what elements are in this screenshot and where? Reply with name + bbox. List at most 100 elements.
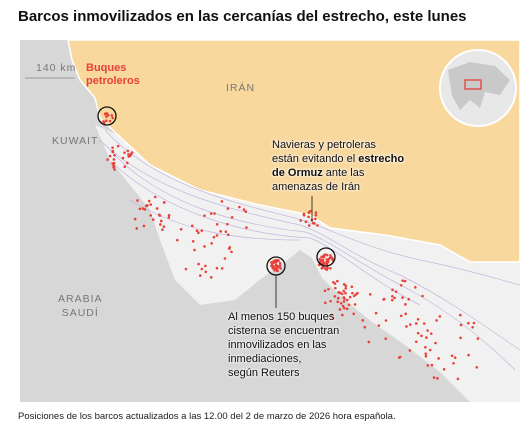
ship-dot	[184, 267, 188, 271]
ship-dot	[304, 220, 308, 224]
ship-dot	[279, 267, 282, 270]
ship-dot	[149, 203, 153, 206]
ship-dot	[421, 294, 424, 298]
ship-dot	[135, 227, 139, 230]
footer: Posiciones de los barcos actualizados a …	[18, 411, 396, 422]
ship-dot	[158, 214, 162, 217]
ship-dot	[325, 253, 329, 257]
ship-dot	[220, 267, 224, 270]
ship-dot	[105, 115, 108, 118]
label-line: Buques	[86, 62, 127, 74]
ship-dot	[326, 258, 330, 262]
ship-dot	[331, 316, 335, 320]
ship-dot	[363, 325, 367, 329]
ship-dot	[425, 336, 428, 339]
ship-dot	[422, 322, 426, 325]
ship-dot	[159, 219, 163, 223]
ann-bold: estrecho	[358, 153, 405, 165]
ship-dot	[226, 222, 229, 226]
ship-dot	[113, 153, 116, 157]
ship-dot	[220, 200, 224, 203]
ship-dot	[242, 208, 246, 211]
ship-dot	[230, 215, 234, 219]
ship-dot	[466, 321, 470, 325]
ann-line: según Reuters	[228, 367, 300, 379]
ship-dot	[390, 298, 394, 302]
ann-text: ante las	[322, 167, 365, 179]
ship-dot	[391, 294, 394, 298]
ship-dot	[330, 256, 334, 259]
ship-dot	[333, 282, 337, 285]
ship-dot	[200, 229, 204, 232]
ship-dot	[127, 155, 131, 158]
ship-dot	[442, 367, 446, 371]
ship-dot	[314, 211, 318, 214]
highlight-circle	[316, 247, 336, 267]
ann-bold: de Ormuz	[272, 167, 323, 179]
globe-land	[448, 62, 510, 110]
ship-dot	[245, 226, 248, 229]
ship-dot	[112, 163, 115, 166]
ship-dot	[153, 195, 157, 199]
ship-dot	[342, 300, 346, 303]
ship-dot	[426, 329, 429, 332]
ship-dot	[334, 286, 337, 290]
ship-dot	[432, 376, 436, 379]
ship-dot	[162, 225, 166, 228]
ship-dot	[224, 230, 228, 233]
ship-dot	[384, 337, 388, 340]
ship-dot	[399, 283, 403, 287]
ship-dot	[226, 207, 230, 210]
ann-text: amenazas de Irán	[272, 181, 361, 193]
ship-dot	[329, 254, 332, 257]
scale-label: 140 km	[36, 62, 77, 74]
ship-dot	[393, 296, 396, 300]
ship-dot	[226, 233, 230, 237]
ormuz-annotation: Navieras y petroleras están evitando el …	[272, 138, 404, 194]
ship-dot	[456, 377, 460, 381]
ship-dot	[141, 207, 145, 210]
gulf	[95, 125, 520, 402]
ship-dot	[108, 154, 112, 158]
ship-dot	[121, 156, 125, 160]
ship-dot	[356, 291, 359, 295]
ann-text: están evitando el	[272, 153, 359, 165]
ship-dot	[414, 322, 418, 325]
ship-dot	[338, 308, 342, 311]
ship-dot	[144, 204, 148, 208]
ship-dot	[200, 267, 204, 271]
ann-line: están evitando el estrecho	[272, 152, 404, 166]
ship-dot	[435, 319, 438, 322]
ship-dot	[191, 239, 195, 243]
ship-dot	[104, 112, 107, 116]
ship-dot	[210, 242, 213, 245]
ship-dot	[377, 324, 381, 327]
ship-dot	[345, 298, 349, 302]
ship-dot	[271, 267, 275, 270]
ship-dot	[428, 348, 432, 352]
ship-dot	[407, 297, 411, 301]
ship-dot	[414, 286, 417, 289]
ship-dot	[453, 356, 457, 359]
ship-dot	[408, 349, 412, 352]
ship-dot	[299, 219, 302, 222]
ship-dot	[401, 296, 404, 299]
ship-dot	[133, 217, 137, 221]
ann-text: Navieras y petroleras	[272, 139, 376, 151]
ship-dot	[351, 291, 354, 295]
ship-dot	[161, 228, 164, 231]
ship-dot	[336, 296, 340, 300]
ship-dot	[339, 301, 343, 305]
ship-dot	[391, 288, 394, 292]
ship-dot	[382, 298, 385, 301]
kuwait-label: KUWAIT	[52, 135, 99, 147]
ship-dot	[321, 258, 325, 262]
ship-dot	[136, 199, 139, 202]
ship-dot	[143, 208, 147, 211]
ship-dot	[342, 289, 346, 293]
ship-dot	[176, 238, 179, 242]
ship-dot	[325, 262, 329, 266]
ship-dot	[374, 311, 378, 315]
ship-dot	[459, 313, 462, 317]
